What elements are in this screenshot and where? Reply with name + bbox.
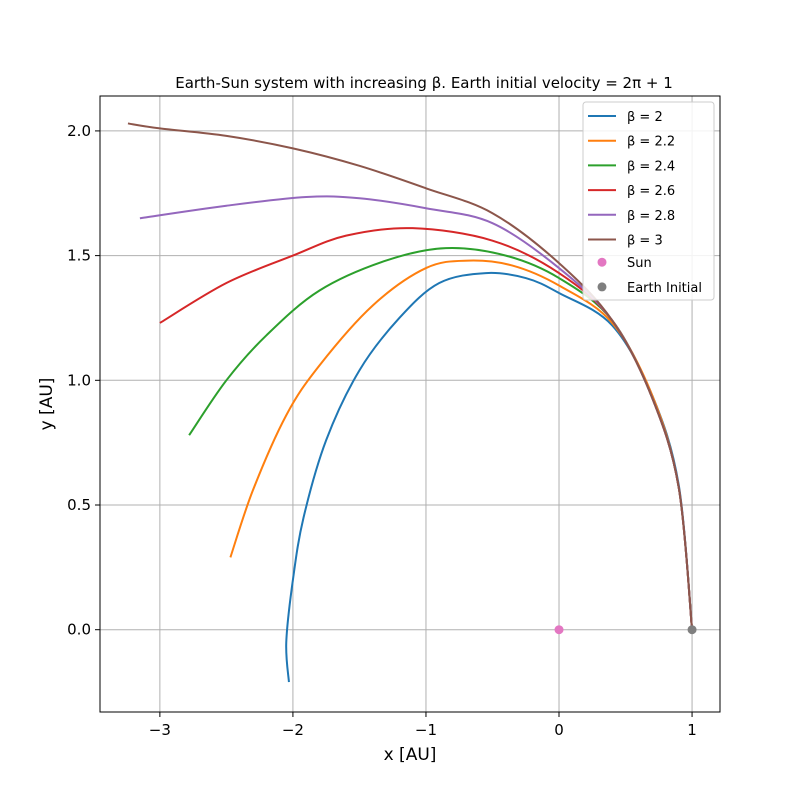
marker-earth-initial [687,625,697,635]
series-line-5 [127,122,694,630]
y-axis: 0.0 0.5 1.0 1.5 2.0 [67,122,100,639]
legend-label-1: β = 2.2 [627,135,675,150]
legend-marker-label-1: Earth Initial [627,281,702,296]
y-tick-label: 0.0 [67,621,91,639]
y-tick-label: 0.5 [67,496,91,514]
x-tick-label: −3 [149,721,171,739]
legend-box [582,101,715,301]
marker-layer [554,625,697,635]
x-tick-label: 0 [554,721,564,739]
legend-label-3: β = 2.6 [627,184,675,199]
series-layer [127,122,694,683]
y-tick-label: 1.0 [67,371,91,389]
legend-marker-label-0: Sun [627,256,652,271]
plot-frame [99,95,721,713]
y-tick-label: 1.5 [67,247,91,265]
chart-title: Earth-Sun system with increasing β. Eart… [175,74,673,92]
y-tick-label: 2.0 [67,122,91,140]
legend-label-0: β = 2 [627,110,663,125]
x-axis-label: x [AU] [384,745,437,765]
x-tick-label: 1 [687,721,697,739]
y-axis-label: y [AU] [37,378,57,431]
legend-marker-1 [597,282,607,292]
x-tick-label: −2 [282,721,304,739]
legend-label-2: β = 2.4 [627,159,675,174]
x-axis: −3 −2 −1 0 1 [149,712,697,739]
legend-label-5: β = 3 [627,234,663,249]
legend-label-4: β = 2.8 [627,209,675,224]
legend: β = 2 β = 2.2 β = 2.4 β = 2.6 β = 2.8 β = 3 Su… [582,101,715,301]
legend-marker-0 [597,257,607,267]
marker-sun [554,625,564,635]
x-tick-label: −1 [415,721,437,739]
